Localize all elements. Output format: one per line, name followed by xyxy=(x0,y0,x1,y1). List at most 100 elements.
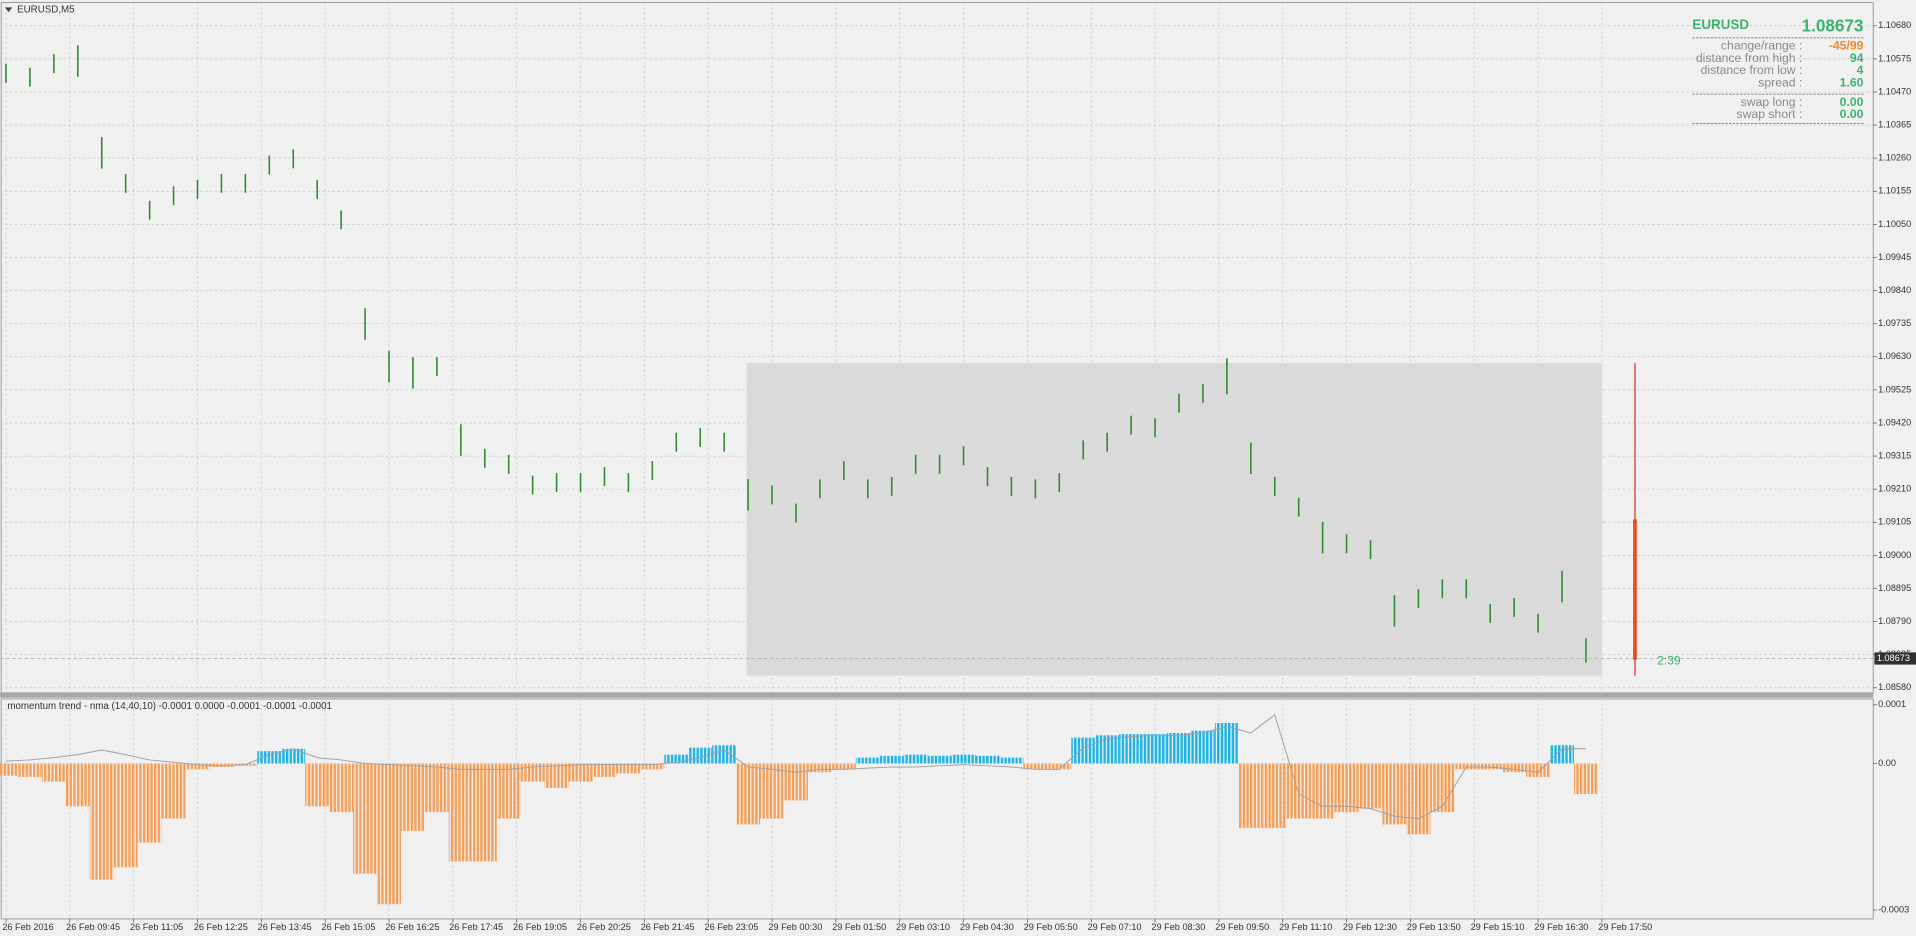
info-price: 1.08673 xyxy=(1802,16,1864,35)
y-tick-label: 1.09105 xyxy=(1878,517,1911,527)
histogram-bar xyxy=(712,745,737,764)
info-label: distance from high : xyxy=(1696,51,1803,65)
histogram-bar xyxy=(1382,763,1407,825)
histogram-bar xyxy=(1430,763,1455,813)
x-tick-label: 26 Feb 13:45 xyxy=(258,922,312,932)
y-tick-label: 1.09210 xyxy=(1878,484,1911,494)
info-label: change/range : xyxy=(1721,39,1802,53)
info-value: 0.00 xyxy=(1840,95,1864,109)
histogram-bar xyxy=(807,763,832,773)
x-tick-label: 26 Feb 11:05 xyxy=(130,922,183,932)
histogram-bar xyxy=(664,754,689,764)
countdown: 2:39 xyxy=(1657,653,1681,667)
x-tick-label: 29 Feb 07:10 xyxy=(1088,922,1142,932)
x-tick-label: 26 Feb 23:05 xyxy=(705,922,759,932)
histogram-bar xyxy=(616,763,641,774)
y-tick-label: 1.08790 xyxy=(1878,616,1911,626)
histogram-bar xyxy=(760,763,785,819)
y-tick-label: -0.0003 xyxy=(1878,905,1909,915)
x-tick-label: 29 Feb 15:10 xyxy=(1471,922,1525,932)
histogram-bar xyxy=(257,751,282,764)
info-value: 94 xyxy=(1850,51,1864,65)
info-value: 1.60 xyxy=(1840,75,1864,89)
histogram-bar xyxy=(879,755,904,764)
info-label: distance from low : xyxy=(1701,63,1803,77)
x-tick-label: 29 Feb 00:30 xyxy=(768,922,822,932)
x-tick-label: 29 Feb 09:50 xyxy=(1215,922,1269,932)
histogram-bar xyxy=(1573,763,1598,794)
histogram-bar xyxy=(1334,763,1359,813)
x-tick-label: 29 Feb 04:30 xyxy=(960,922,1014,932)
indicator-frame xyxy=(0,698,1874,920)
histogram-bar xyxy=(377,763,401,905)
y-tick-label: 0.00 xyxy=(1878,758,1896,768)
y-tick-label: 1.09315 xyxy=(1878,451,1911,461)
y-tick-label: 1.08895 xyxy=(1878,583,1911,593)
y-tick-label: 1.09000 xyxy=(1878,550,1911,560)
x-tick-label: 29 Feb 01:50 xyxy=(832,922,886,932)
marks xyxy=(0,45,1874,905)
x-tick-label: 29 Feb 05:50 xyxy=(1024,922,1078,932)
histogram-bar xyxy=(1286,763,1311,819)
histogram-bar xyxy=(1023,763,1048,770)
x-tick-label: 26 Feb 21:45 xyxy=(641,922,695,932)
x-tick-label: 29 Feb 11:10 xyxy=(1279,922,1332,932)
histogram-bar xyxy=(1143,734,1168,764)
histogram-bar xyxy=(1526,763,1551,777)
info-panel: EURUSD 1.08673 change/range : -45/99 dis… xyxy=(1692,16,1864,124)
histogram-bar xyxy=(1214,722,1239,764)
info-symbol: EURUSD xyxy=(1692,17,1749,32)
signal-line xyxy=(5,713,1586,820)
histogram-bar xyxy=(209,763,234,767)
histogram-bar xyxy=(65,763,90,807)
histogram-bar xyxy=(400,763,425,831)
histogram-bar xyxy=(640,763,665,770)
x-tick-label: 29 Feb 03:10 xyxy=(896,922,950,932)
histogram-bar xyxy=(424,763,449,813)
histogram-bar xyxy=(161,763,186,819)
y-tick-label: 1.10050 xyxy=(1878,219,1911,229)
info-value: 0.00 xyxy=(1840,107,1864,121)
x-tick-label: 26 Feb 15:05 xyxy=(322,922,376,932)
x-tick-label: 26 Feb 09:45 xyxy=(66,922,120,932)
y-tick-label: 1.10470 xyxy=(1878,86,1911,96)
y-tick-label: 1.08580 xyxy=(1878,682,1911,692)
histogram-bar xyxy=(496,763,521,819)
histogram-bar xyxy=(784,763,808,801)
histogram-bar xyxy=(1167,732,1191,764)
x-tick-label: 26 Feb 16:25 xyxy=(385,922,439,932)
current-price-label: 1.08673 xyxy=(1877,653,1910,663)
menu-arrow[interactable] xyxy=(4,7,13,13)
histogram-bar xyxy=(1310,763,1335,819)
y-tick-label: 1.09735 xyxy=(1878,318,1911,328)
histogram-bar xyxy=(975,755,1000,764)
histogram-bar xyxy=(1478,763,1503,770)
histogram-bar xyxy=(544,763,569,789)
y-tick-label: 1.09525 xyxy=(1878,384,1911,394)
histogram-bar xyxy=(1358,763,1383,809)
histogram-bar xyxy=(353,763,378,874)
chart-title: EURUSD,M5 xyxy=(17,4,75,15)
histogram-bar xyxy=(1190,730,1215,764)
histogram-bar xyxy=(927,755,952,764)
histogram-bar xyxy=(1262,763,1287,828)
x-tick-label: 29 Feb 08:30 xyxy=(1151,922,1205,932)
histogram-bar xyxy=(89,763,114,880)
histogram-bar xyxy=(736,763,761,825)
y-tick-label: 1.10365 xyxy=(1878,119,1911,129)
x-tick-label: 29 Feb 13:50 xyxy=(1407,922,1461,932)
y-tick-label: 0.0001 xyxy=(1878,699,1906,709)
histogram-bar xyxy=(185,763,210,770)
y-tick-label: 1.09630 xyxy=(1878,351,1911,361)
y-tick-label: 1.09945 xyxy=(1878,252,1911,262)
panel-separator xyxy=(0,692,1874,698)
histogram-bar xyxy=(305,763,330,807)
y-tick-label: 1.10680 xyxy=(1878,20,1911,30)
histogram-bar xyxy=(951,754,976,764)
histogram-bar xyxy=(0,763,18,776)
histogram-bar xyxy=(1238,763,1263,828)
x-tick-label: 26 Feb 20:25 xyxy=(577,922,631,932)
histogram-bar xyxy=(1119,734,1144,764)
histogram-bar xyxy=(137,763,162,843)
histogram-bar xyxy=(855,757,880,764)
